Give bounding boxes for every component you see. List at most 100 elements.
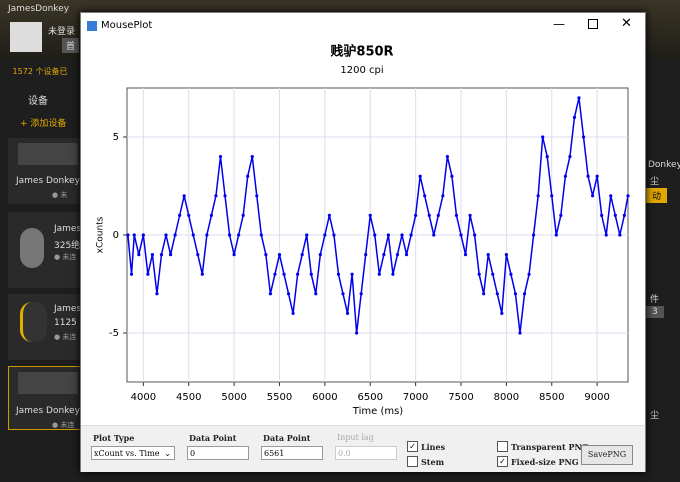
minimize[interactable]: — xyxy=(553,17,565,31)
x-tick-label: 8500 xyxy=(539,392,564,403)
data-point xyxy=(414,213,418,217)
data-point xyxy=(345,311,350,315)
data-point xyxy=(600,213,604,217)
data-point xyxy=(286,292,291,296)
start-input[interactable]: 0 xyxy=(187,446,249,460)
label: Data Point End xyxy=(263,433,313,443)
right-text: 件 xyxy=(650,295,660,305)
data-point xyxy=(482,292,486,296)
data-point xyxy=(178,213,182,217)
data-point xyxy=(309,272,313,276)
data-point xyxy=(382,253,386,257)
label: Data Point Start xyxy=(189,433,239,443)
add-device[interactable]: + 添加设备 xyxy=(20,119,67,129)
data-point xyxy=(359,292,363,296)
data-point xyxy=(577,96,581,100)
data-point xyxy=(468,213,472,217)
data-point xyxy=(618,233,622,237)
data-point xyxy=(613,213,617,217)
data-point xyxy=(246,174,250,178)
user: 未登录 xyxy=(48,27,76,37)
data-point xyxy=(250,155,254,159)
save-button[interactable]: SavePNG xyxy=(581,445,633,465)
data-point xyxy=(477,272,481,276)
data-point xyxy=(495,292,499,296)
data-point xyxy=(550,194,554,198)
x-tick-label: 6500 xyxy=(358,392,383,403)
right-text: Donkey xyxy=(648,160,680,170)
data-point xyxy=(504,253,508,257)
data-point xyxy=(305,233,309,237)
data-point xyxy=(559,213,563,217)
device-model: 325绝 xyxy=(54,241,81,251)
data-point xyxy=(168,253,173,257)
data-point xyxy=(126,233,130,237)
device-status: ● 未连 xyxy=(52,421,75,429)
data-point xyxy=(268,292,273,296)
data-point xyxy=(409,233,413,237)
right-text: 尘 xyxy=(650,411,660,421)
data-point xyxy=(323,233,327,237)
x-tick-label: 5000 xyxy=(221,392,246,403)
lines-checkbox[interactable]: ✓ xyxy=(407,441,418,452)
close[interactable]: ✕ xyxy=(621,16,632,31)
data-point xyxy=(563,174,567,178)
value: xCount vs. Time xyxy=(94,449,160,458)
data-point xyxy=(400,233,404,237)
device-name: James xyxy=(54,304,82,314)
tab[interactable]: 设备 xyxy=(28,96,48,107)
right-button[interactable]: 动 xyxy=(646,188,668,203)
value: 0 xyxy=(190,449,196,458)
data-point xyxy=(377,272,381,276)
data-point xyxy=(146,272,150,276)
data-point xyxy=(581,135,586,139)
data-point xyxy=(150,253,155,257)
data-point xyxy=(527,272,531,276)
avatar xyxy=(10,22,42,52)
data-point xyxy=(273,272,277,276)
data-point xyxy=(355,331,359,335)
data-point xyxy=(518,331,522,335)
end-input[interactable]: 6561 xyxy=(261,446,323,460)
maximize[interactable] xyxy=(588,19,598,29)
login[interactable]: 首 xyxy=(62,38,80,53)
data-point xyxy=(491,272,495,276)
data-point xyxy=(423,194,427,198)
data-point xyxy=(586,174,590,178)
value: 6561 xyxy=(264,449,285,458)
data-point xyxy=(327,213,331,217)
x-tick-label: 6000 xyxy=(312,392,337,403)
label: Stem xyxy=(421,457,445,467)
data-point xyxy=(441,194,445,198)
data-point xyxy=(223,194,227,198)
data-point xyxy=(296,272,300,276)
plot-type-select[interactable]: xCount vs. Time ⌄ xyxy=(91,446,175,460)
x-tick-label: 5500 xyxy=(267,392,292,403)
data-point xyxy=(568,155,572,159)
data-point xyxy=(300,253,304,257)
right-button[interactable]: 3 xyxy=(646,306,664,318)
data-point xyxy=(595,174,599,178)
device-model: 1125 xyxy=(54,318,77,328)
data-point xyxy=(454,213,459,217)
data-point xyxy=(463,253,468,257)
fixed-checkbox[interactable]: ✓ xyxy=(497,456,508,467)
data-point xyxy=(373,233,377,237)
chart-title: 贱驴850R xyxy=(330,44,393,60)
value: 0.0 xyxy=(338,449,351,458)
y-tick-label: -5 xyxy=(109,328,119,339)
transparent-checkbox[interactable] xyxy=(497,441,508,452)
data-point xyxy=(554,233,558,237)
data-point xyxy=(196,253,200,257)
data-point xyxy=(432,233,436,237)
y-tick-label: 0 xyxy=(113,230,119,241)
x-tick-label: 8000 xyxy=(494,392,519,403)
data-point xyxy=(364,253,368,257)
label: SavePNG xyxy=(587,450,627,459)
stem-checkbox[interactable] xyxy=(407,456,418,467)
data-point xyxy=(214,194,218,198)
data-point xyxy=(332,233,336,237)
device-status: ● 未连 xyxy=(54,333,77,341)
window-title: MousePlot xyxy=(101,20,153,31)
data-point xyxy=(237,233,241,237)
